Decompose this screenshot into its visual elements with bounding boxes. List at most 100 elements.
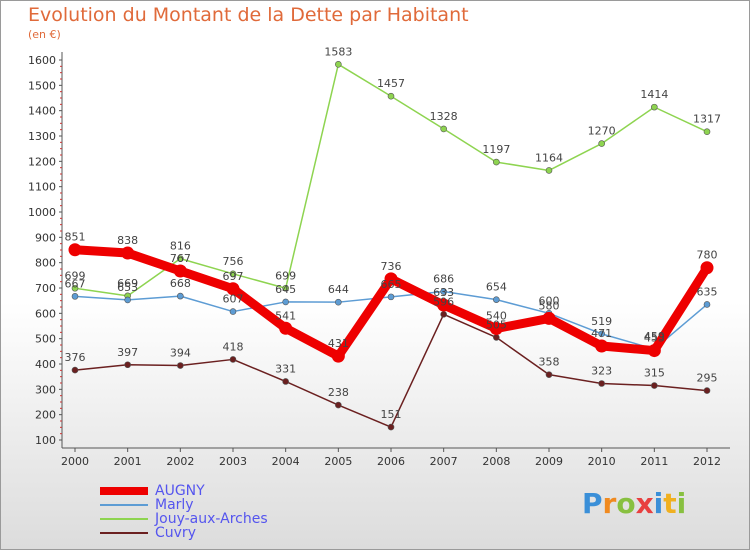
data-label: 376 — [65, 351, 86, 364]
x-tick-label: 2002 — [166, 455, 194, 468]
data-point — [335, 61, 342, 68]
data-point — [647, 344, 661, 358]
y-tick-label: 100 — [35, 434, 56, 447]
legend-swatch-marly — [100, 504, 148, 506]
y-tick-label: 600 — [35, 307, 56, 320]
data-label: 418 — [223, 340, 244, 353]
chart-title: Evolution du Montant de la Dette par Hab… — [28, 4, 469, 26]
data-label: 686 — [433, 273, 454, 286]
y-tick-label: 1500 — [28, 79, 56, 92]
legend-label-cuvry: Cuvry — [155, 525, 196, 541]
data-point — [387, 293, 395, 301]
data-point — [384, 272, 398, 286]
x-tick-label: 2004 — [272, 455, 300, 468]
y-tick-label: 300 — [35, 383, 56, 396]
data-label: 635 — [697, 285, 718, 298]
x-tick-label: 2001 — [114, 455, 142, 468]
series-layer — [68, 61, 714, 431]
data-point — [229, 308, 237, 315]
y-tick-label: 800 — [35, 257, 56, 270]
data-point — [331, 349, 345, 363]
data-label: 756 — [223, 255, 244, 268]
chart-subtitle: (en €) — [28, 28, 61, 41]
data-point — [177, 255, 184, 262]
data-point — [493, 334, 500, 341]
data-label: 644 — [328, 283, 349, 296]
logo-letter: x — [635, 487, 654, 520]
data-label: 519 — [591, 315, 612, 328]
y-tick-label: 1400 — [28, 105, 56, 118]
legend-swatch-cuvry — [100, 532, 148, 534]
data-point — [493, 296, 500, 303]
data-label: 653 — [117, 281, 138, 294]
data-label: 851 — [65, 231, 86, 244]
data-label: 816 — [170, 240, 191, 253]
data-label: 780 — [697, 249, 718, 262]
data-point — [177, 292, 184, 300]
data-point — [121, 246, 135, 260]
logo-letter: i — [676, 487, 687, 520]
data-point — [700, 261, 714, 275]
logo-letter: o — [616, 487, 636, 520]
legend-label-jouy: Jouy-aux-Arches — [155, 511, 268, 527]
data-label: 459 — [644, 330, 665, 343]
data-label: 238 — [328, 386, 349, 399]
logo-letter: i — [653, 487, 664, 520]
data-point — [545, 167, 553, 174]
data-point — [440, 125, 447, 133]
data-point — [124, 361, 131, 369]
data-label: 397 — [117, 346, 138, 359]
data-point — [598, 140, 605, 147]
data-label: 471 — [591, 327, 612, 340]
data-point — [437, 298, 451, 312]
data-point — [279, 321, 293, 335]
y-tick-label: 900 — [35, 231, 56, 244]
data-label: 1414 — [640, 88, 668, 101]
data-label: 1317 — [693, 113, 721, 126]
x-tick-label: 2011 — [640, 455, 668, 468]
data-point — [226, 282, 240, 296]
data-labels-layer: 699 669 816 756 699 1583 1457 1328 1197 1164 1270 1… — [65, 45, 722, 421]
x-tick-label: 2000 — [61, 455, 89, 468]
proxiti-logo: Proxiti — [582, 487, 686, 520]
data-label: 323 — [591, 365, 612, 378]
data-point — [68, 243, 82, 257]
data-point — [651, 103, 658, 111]
data-label: 453 — [644, 332, 665, 345]
data-point — [71, 366, 79, 374]
logo-letter: P — [582, 487, 603, 520]
data-label: 295 — [697, 372, 718, 385]
x-tick-label: 2005 — [324, 455, 352, 468]
y-tick-label: 700 — [35, 282, 56, 295]
data-point — [229, 356, 237, 363]
data-label: 1164 — [535, 151, 563, 164]
data-label: 541 — [275, 309, 296, 322]
data-label: 331 — [275, 362, 296, 375]
data-label: 580 — [539, 299, 560, 312]
logo-letter: r — [602, 487, 617, 520]
data-point — [387, 423, 395, 431]
data-label: 654 — [486, 281, 507, 294]
data-point — [595, 339, 609, 353]
data-label: 645 — [275, 283, 296, 296]
data-point — [71, 284, 79, 292]
data-point — [173, 264, 187, 278]
data-label: 1270 — [588, 125, 616, 138]
data-point — [440, 288, 447, 295]
data-label: 394 — [170, 347, 191, 360]
data-point — [229, 270, 237, 278]
data-label: 151 — [381, 408, 402, 421]
data-point — [493, 158, 500, 166]
data-label: 358 — [539, 356, 560, 369]
logo-letter: t — [663, 487, 677, 520]
data-point — [335, 401, 342, 409]
legend-label-augny: AUGNY — [155, 483, 205, 499]
x-tick-label: 2006 — [377, 455, 405, 468]
data-label: 633 — [433, 286, 454, 299]
series-line-marly — [74, 290, 708, 350]
y-tick-label: 1600 — [28, 54, 56, 67]
legend-swatch-augny — [100, 487, 148, 495]
data-point — [598, 380, 605, 387]
